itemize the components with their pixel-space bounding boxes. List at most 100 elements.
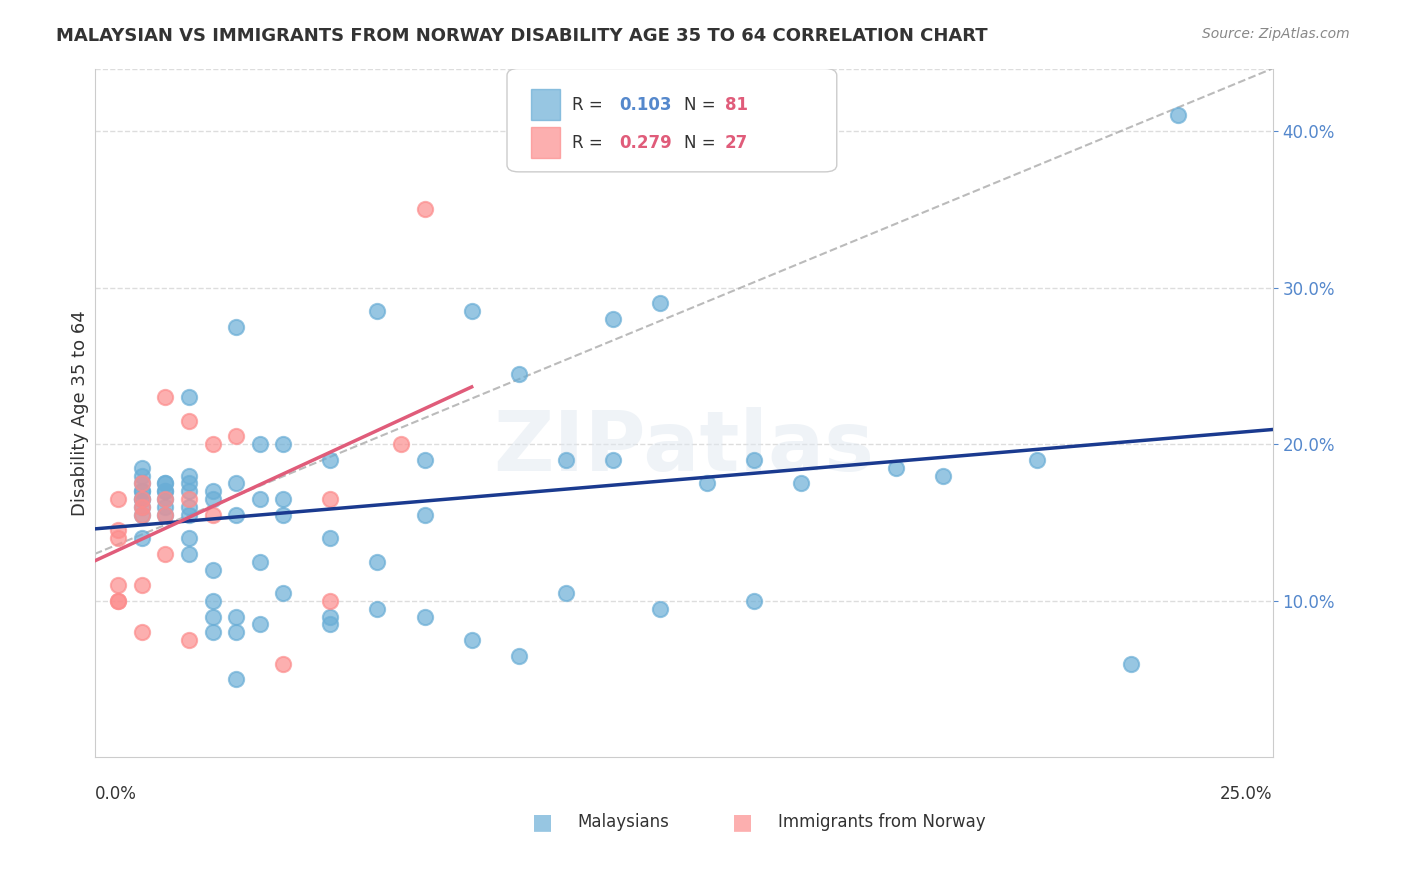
Point xyxy=(249,617,271,632)
Point xyxy=(177,484,200,499)
Text: 25.0%: 25.0% xyxy=(1220,785,1272,803)
Point xyxy=(131,476,153,491)
Point xyxy=(131,508,153,522)
Point xyxy=(249,555,271,569)
Point xyxy=(177,508,200,522)
Point xyxy=(131,468,153,483)
Point xyxy=(249,492,271,507)
Point xyxy=(155,484,177,499)
Point xyxy=(271,508,294,522)
Point xyxy=(155,508,177,522)
Point xyxy=(319,492,342,507)
Text: ■: ■ xyxy=(531,813,553,832)
Text: 0.279: 0.279 xyxy=(619,134,672,152)
Point xyxy=(131,531,153,545)
Point xyxy=(177,492,200,507)
Point xyxy=(177,476,200,491)
Point xyxy=(319,594,342,608)
Point xyxy=(460,633,482,648)
Text: 0.103: 0.103 xyxy=(619,96,672,114)
Point xyxy=(131,500,153,514)
Point xyxy=(177,531,200,545)
Y-axis label: Disability Age 35 to 64: Disability Age 35 to 64 xyxy=(72,310,89,516)
Point xyxy=(366,304,388,318)
Bar xyxy=(530,89,560,120)
Point xyxy=(131,492,153,507)
Point xyxy=(225,476,247,491)
Point xyxy=(131,484,153,499)
Point xyxy=(155,476,177,491)
Point xyxy=(554,453,576,467)
Point xyxy=(884,460,907,475)
Point xyxy=(155,390,177,404)
Bar xyxy=(530,127,560,158)
Point xyxy=(155,484,177,499)
Point xyxy=(131,492,153,507)
Point xyxy=(413,508,436,522)
Text: N =: N = xyxy=(683,134,720,152)
Text: Malaysians: Malaysians xyxy=(578,813,669,830)
Point xyxy=(319,609,342,624)
Text: 27: 27 xyxy=(725,134,748,152)
Point xyxy=(201,508,224,522)
Point xyxy=(131,508,153,522)
Point xyxy=(201,484,224,499)
Point xyxy=(201,594,224,608)
Point xyxy=(177,547,200,561)
Point xyxy=(155,547,177,561)
Point xyxy=(249,437,271,451)
Point xyxy=(155,500,177,514)
Point xyxy=(648,296,671,310)
Point xyxy=(201,437,224,451)
Point xyxy=(508,648,530,663)
Point xyxy=(177,633,200,648)
Point xyxy=(201,609,224,624)
Point xyxy=(271,657,294,671)
Point xyxy=(107,594,129,608)
Point xyxy=(413,453,436,467)
Point xyxy=(602,312,624,326)
Point xyxy=(201,625,224,640)
Point xyxy=(225,319,247,334)
Text: N =: N = xyxy=(683,96,720,114)
Text: ■: ■ xyxy=(733,813,754,832)
Point xyxy=(131,500,153,514)
Point xyxy=(790,476,813,491)
Point xyxy=(131,625,153,640)
Text: 81: 81 xyxy=(725,96,748,114)
Point xyxy=(389,437,412,451)
Point xyxy=(131,476,153,491)
Text: R =: R = xyxy=(572,96,607,114)
Point xyxy=(1167,108,1189,122)
Point xyxy=(155,476,177,491)
Text: ZIPatlas: ZIPatlas xyxy=(494,407,875,488)
Text: 0.0%: 0.0% xyxy=(94,785,136,803)
Point xyxy=(131,492,153,507)
Point xyxy=(271,437,294,451)
Point xyxy=(413,202,436,217)
Point xyxy=(225,609,247,624)
Point xyxy=(107,524,129,538)
Point xyxy=(177,500,200,514)
Point xyxy=(554,586,576,600)
Point xyxy=(271,492,294,507)
Point xyxy=(131,460,153,475)
Point xyxy=(155,508,177,522)
Point xyxy=(177,390,200,404)
Point xyxy=(319,617,342,632)
Text: MALAYSIAN VS IMMIGRANTS FROM NORWAY DISABILITY AGE 35 TO 64 CORRELATION CHART: MALAYSIAN VS IMMIGRANTS FROM NORWAY DISA… xyxy=(56,27,988,45)
Point xyxy=(177,468,200,483)
Point xyxy=(131,484,153,499)
Point xyxy=(225,672,247,686)
Point xyxy=(271,586,294,600)
Point xyxy=(107,594,129,608)
Point xyxy=(225,429,247,443)
Point xyxy=(413,609,436,624)
Point xyxy=(201,492,224,507)
Point xyxy=(107,578,129,592)
Point xyxy=(366,601,388,615)
Point xyxy=(155,492,177,507)
Point xyxy=(225,625,247,640)
Point xyxy=(932,468,955,483)
Point xyxy=(319,531,342,545)
